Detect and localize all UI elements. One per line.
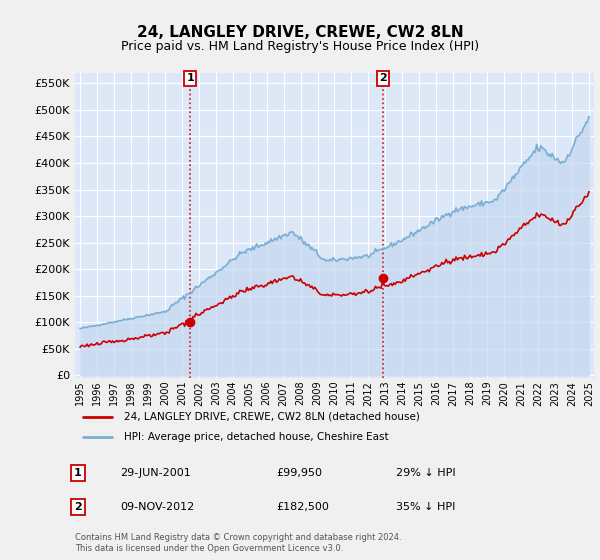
Text: 1: 1 xyxy=(74,468,82,478)
Text: 09-NOV-2012: 09-NOV-2012 xyxy=(120,502,194,512)
Text: Price paid vs. HM Land Registry's House Price Index (HPI): Price paid vs. HM Land Registry's House … xyxy=(121,40,479,53)
Text: 24, LANGLEY DRIVE, CREWE, CW2 8LN: 24, LANGLEY DRIVE, CREWE, CW2 8LN xyxy=(137,25,463,40)
Text: 24, LANGLEY DRIVE, CREWE, CW2 8LN (detached house): 24, LANGLEY DRIVE, CREWE, CW2 8LN (detac… xyxy=(124,412,420,422)
Text: 2: 2 xyxy=(74,502,82,512)
Text: £182,500: £182,500 xyxy=(276,502,329,512)
Text: Contains HM Land Registry data © Crown copyright and database right 2024.
This d: Contains HM Land Registry data © Crown c… xyxy=(75,533,401,553)
Text: £99,950: £99,950 xyxy=(276,468,322,478)
Text: HPI: Average price, detached house, Cheshire East: HPI: Average price, detached house, Ches… xyxy=(124,432,389,442)
Text: 1: 1 xyxy=(186,73,194,83)
Text: 29-JUN-2001: 29-JUN-2001 xyxy=(120,468,191,478)
Text: 2: 2 xyxy=(379,73,387,83)
Text: 35% ↓ HPI: 35% ↓ HPI xyxy=(396,502,455,512)
Text: 29% ↓ HPI: 29% ↓ HPI xyxy=(396,468,455,478)
